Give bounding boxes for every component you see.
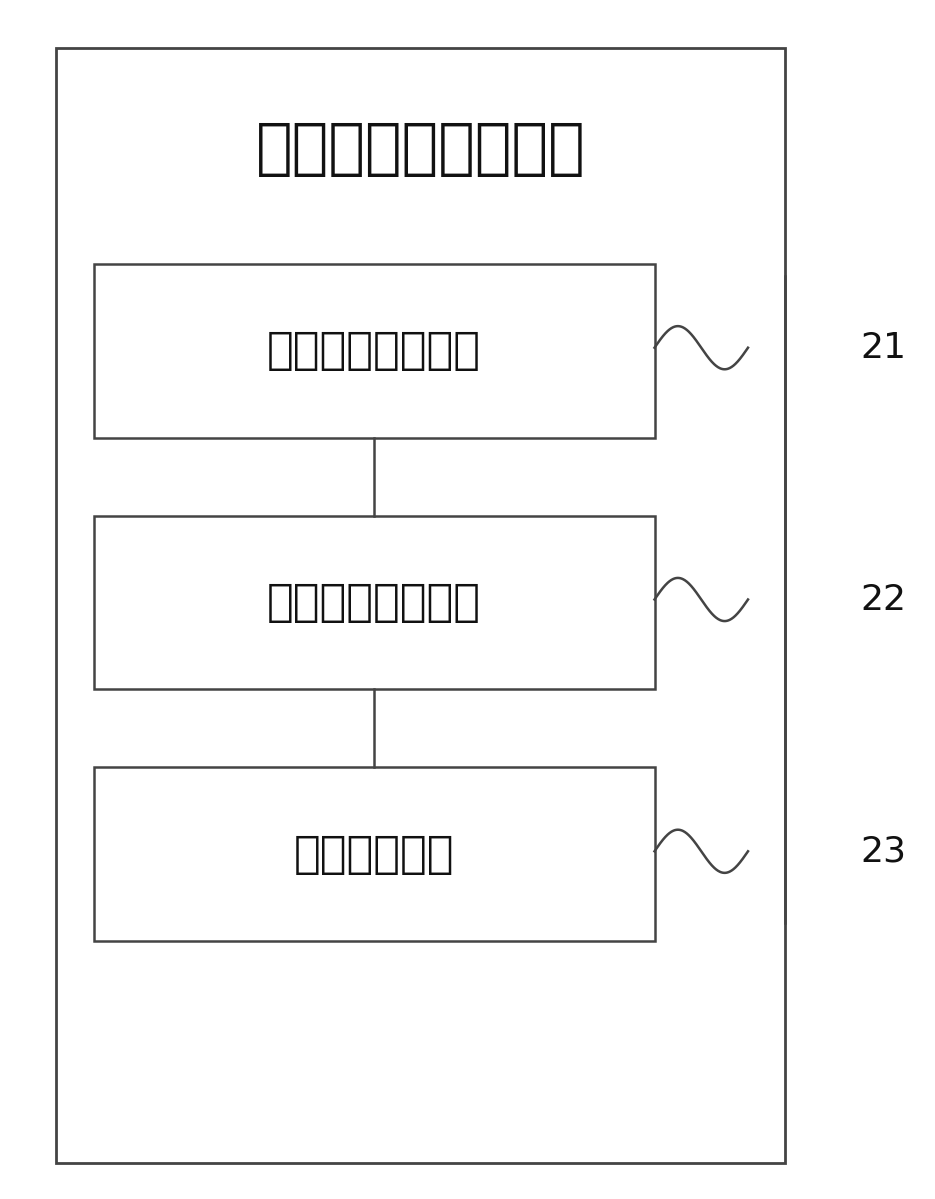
FancyBboxPatch shape (56, 48, 785, 1163)
Text: 参数变化确定模块: 参数变化确定模块 (267, 330, 481, 372)
Text: 计算模型建立模块: 计算模型建立模块 (267, 582, 481, 623)
FancyBboxPatch shape (94, 264, 654, 438)
FancyBboxPatch shape (94, 516, 654, 689)
Text: 储气室容量估算装置: 储气室容量估算装置 (256, 120, 585, 180)
Text: 21: 21 (860, 331, 906, 364)
Text: 23: 23 (860, 835, 906, 868)
FancyBboxPatch shape (94, 767, 654, 941)
Text: 22: 22 (860, 583, 906, 616)
Text: 容量估算模块: 容量估算模块 (294, 833, 454, 875)
